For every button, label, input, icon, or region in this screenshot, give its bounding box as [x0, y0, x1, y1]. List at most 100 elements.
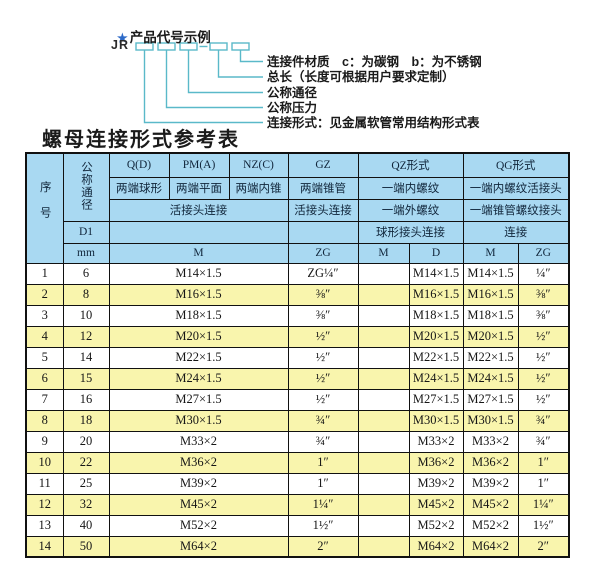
cell-qg-m: M39×2 [462, 472, 519, 495]
cell-zg: ⅜″ [287, 304, 359, 327]
cell-mm: 22 [62, 451, 110, 474]
cell-m: M14×1.5 [108, 262, 289, 285]
cell-qg-zg: ½″ [517, 388, 570, 411]
leader-line-material [239, 50, 263, 63]
cell-zg: ½″ [287, 367, 359, 390]
cell-m: M24×1.5 [108, 367, 289, 390]
cell-qg-zg: ¾″ [517, 409, 570, 432]
cell-no: 7 [25, 388, 64, 411]
header-blank-gz [287, 220, 359, 244]
cell-qg-zg: 1″ [517, 451, 570, 474]
cell-mm: 6 [62, 262, 110, 285]
cell-m: M45×2 [108, 493, 289, 516]
cell-no: 10 [25, 451, 64, 474]
cell-zg: ¾″ [287, 409, 359, 432]
header-zg: ZG [287, 242, 359, 264]
cell-qz-m [357, 283, 410, 306]
cell-qg-zg: 1¼″ [517, 493, 570, 516]
cell-qg-zg: ½″ [517, 325, 570, 348]
table-body: 1 6 M14×1.5 ZG¼″ M14×1.5 M14×1.5 ¼″ 2 8 M16×1.5 ⅜″… [25, 262, 570, 558]
cell-mm: 12 [62, 325, 110, 348]
cell-zg: ⅜″ [287, 283, 359, 306]
label-total-length: 总长（长度可根据用户要求定制） [267, 70, 455, 84]
cell-qz-m [357, 409, 410, 432]
header-qz-d: D [408, 242, 464, 264]
cell-qz-m [357, 346, 410, 369]
nut-connection-reference-table: 序号 公称通径 Q(D) PM(A) NZ(C) GZ QZ形式 QG形式 两端… [25, 152, 570, 558]
cell-m: M16×1.5 [108, 283, 289, 306]
cell-qz-m [357, 367, 410, 390]
cell-qz-m [357, 514, 410, 537]
cell-qz-d: M30×1.5 [408, 409, 464, 432]
header-nominal-diameter: 公称通径 [62, 152, 110, 222]
table-row: 1 6 M14×1.5 ZG¼″ M14×1.5 M14×1.5 ¼″ [25, 262, 570, 285]
header-col-qz: QZ形式 [357, 152, 464, 178]
header-q-ends: 两端球形 [108, 176, 170, 200]
leader-line-connection [143, 50, 263, 124]
cell-no: 14 [25, 535, 64, 558]
header-col-q: Q(D) [108, 152, 170, 178]
cell-mm: 50 [62, 535, 110, 558]
cell-mm: 32 [62, 493, 110, 516]
cell-qg-zg: 1½″ [517, 514, 570, 537]
cell-m: M52×2 [108, 514, 289, 537]
cell-zg: 1″ [287, 451, 359, 474]
cell-qg-m: M36×2 [462, 451, 519, 474]
cell-qz-m [357, 388, 410, 411]
cell-qz-m [357, 535, 410, 558]
table-row: 10 22 M36×2 1″ M36×2 M36×2 1″ [25, 451, 570, 474]
cell-qz-m [357, 472, 410, 495]
header-qz-ball: 球形接头连接 [357, 220, 464, 244]
cell-qg-m: M52×2 [462, 514, 519, 537]
cell-qg-zg: ½″ [517, 367, 570, 390]
table-title: 螺母连接形式参考表 [42, 127, 240, 151]
cell-qz-d: M20×1.5 [408, 325, 464, 348]
header-col-qg: QG形式 [462, 152, 570, 178]
header-qz-m: M [357, 242, 410, 264]
cell-qz-d: M33×2 [408, 430, 464, 453]
cell-m: M20×1.5 [108, 325, 289, 348]
table-row: 3 10 M18×1.5 ⅜″ M18×1.5 M18×1.5 ⅜″ [25, 304, 570, 327]
cell-mm: 8 [62, 283, 110, 306]
cell-m: M64×2 [108, 535, 289, 558]
cell-zg: ZG¼″ [287, 262, 359, 285]
cell-qz-m [357, 451, 410, 474]
header-col-nz: NZ(C) [228, 152, 289, 178]
cell-zg: 2″ [287, 535, 359, 558]
cell-mm: 10 [62, 304, 110, 327]
header-col-gz: GZ [287, 152, 359, 178]
header-qg-inner: 一端内螺纹活接头 [462, 176, 570, 200]
cell-zg: ¾″ [287, 430, 359, 453]
cell-qg-m: M18×1.5 [462, 304, 519, 327]
cell-qz-d: M36×2 [408, 451, 464, 474]
cell-qg-zg: ½″ [517, 346, 570, 369]
cell-mm: 20 [62, 430, 110, 453]
cell-m: M36×2 [108, 451, 289, 474]
star-icon: ★ [117, 31, 128, 45]
cell-mm: 14 [62, 346, 110, 369]
cell-qg-m: M16×1.5 [462, 283, 519, 306]
cell-no: 11 [25, 472, 64, 495]
cell-zg: 1½″ [287, 514, 359, 537]
table-row: 13 40 M52×2 1½″ M52×2 M52×2 1½″ [25, 514, 570, 537]
cell-zg: ½″ [287, 346, 359, 369]
cell-mm: 15 [62, 367, 110, 390]
cell-qz-m [357, 304, 410, 327]
header-qg-m: M [462, 242, 519, 264]
cell-qg-m: M33×2 [462, 430, 519, 453]
cell-mm: 25 [62, 472, 110, 495]
table-row: 7 16 M27×1.5 ½″ M27×1.5 M27×1.5 ½″ [25, 388, 570, 411]
cell-zg: 1¼″ [287, 493, 359, 516]
cell-qg-zg: ¾″ [517, 430, 570, 453]
leader-line-pressure [165, 50, 263, 109]
cell-no: 9 [25, 430, 64, 453]
cell-qz-d: M14×1.5 [408, 262, 464, 285]
cell-qg-zg: 1″ [517, 472, 570, 495]
cell-qz-d: M16×1.5 [408, 283, 464, 306]
cell-qz-m [357, 262, 410, 285]
header-mm: mm [62, 242, 110, 264]
cell-qg-m: M30×1.5 [462, 409, 519, 432]
table-row: 8 18 M30×1.5 ¾″ M30×1.5 M30×1.5 ¾″ [25, 409, 570, 432]
cell-no: 5 [25, 346, 64, 369]
code-boxes-and-leader-lines [135, 42, 263, 124]
